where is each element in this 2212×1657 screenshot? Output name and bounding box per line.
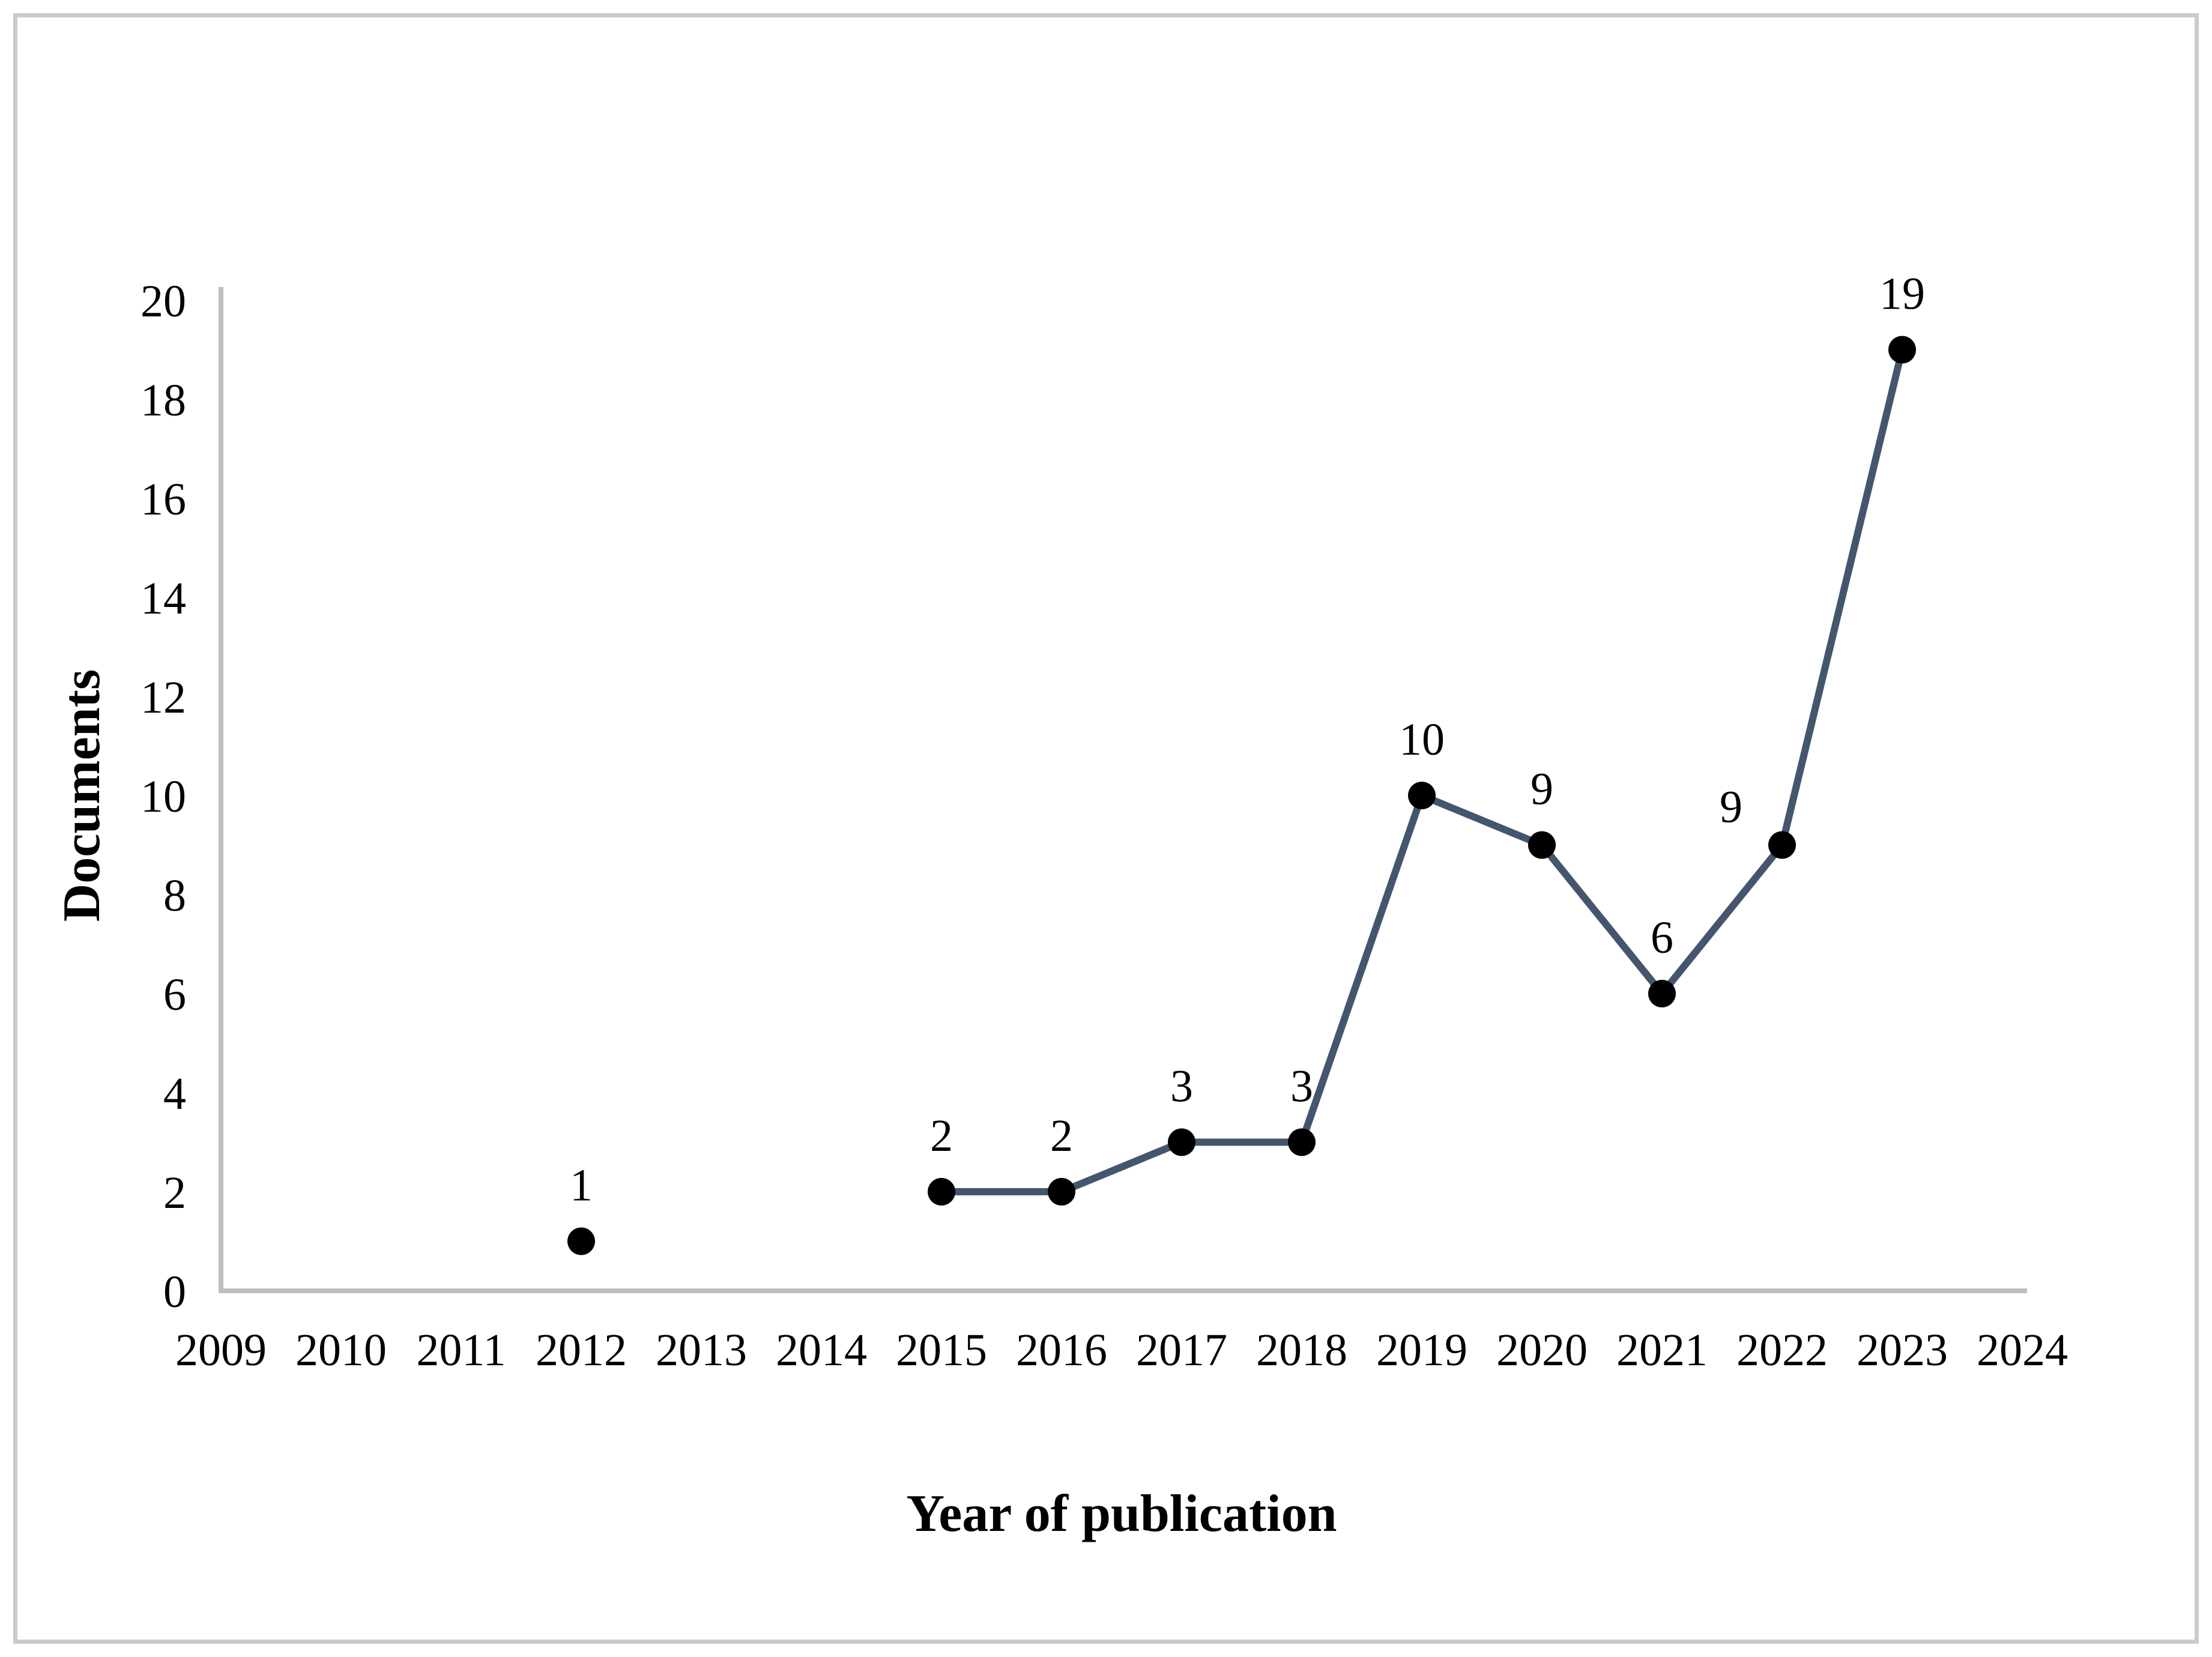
x-tick-label: 2010 [295,1325,387,1375]
x-tick-label: 2015 [896,1325,987,1375]
x-tick-label: 2012 [536,1325,627,1375]
y-axis-title: Documents [53,669,111,922]
data-point-marker [1408,782,1436,809]
y-tick-label: 8 [163,871,186,921]
x-tick-label: 2009 [175,1325,267,1375]
data-point-marker [1168,1128,1195,1156]
data-point-marker [1288,1128,1316,1156]
x-tick-label: 2018 [1256,1325,1347,1375]
x-tick-label: 2024 [1977,1325,2068,1375]
data-point-marker [1888,336,1916,364]
y-tick-label: 16 [141,474,186,525]
data-point-label: 6 [1651,913,1673,963]
data-point-label: 3 [1290,1061,1313,1112]
data-point-label: 9 [1531,764,1553,815]
data-point-marker [928,1178,955,1206]
series-line [938,346,1906,1195]
series-layer [567,336,1916,1255]
y-tick-label: 12 [141,672,186,723]
data-point-marker [1648,980,1676,1007]
data-point-marker [1528,831,1556,859]
data-point-marker [1768,831,1796,859]
data-point-label: 10 [1399,714,1445,765]
y-tick-label: 18 [141,375,186,426]
data-point-label: 2 [930,1111,953,1161]
x-tick-label: 2022 [1736,1325,1828,1375]
data-point-marker [1048,1178,1075,1206]
y-tick-label: 10 [141,771,186,822]
data-point-label: 19 [1879,269,1925,319]
x-tick-label: 2020 [1496,1325,1588,1375]
data-point-label: 3 [1170,1061,1193,1112]
y-tick-label: 4 [163,1069,186,1119]
x-tick-label: 2013 [656,1325,747,1375]
y-tick-label: 2 [163,1168,186,1218]
data-point-label: 9 [1720,782,1742,833]
x-axis-title: Year of publication [906,1485,1337,1543]
data-point-marker [567,1227,595,1255]
data-point-label: 2 [1050,1111,1073,1161]
x-tick-label: 2014 [776,1325,867,1375]
y-tick-label: 20 [141,276,186,327]
y-tick-label: 14 [141,573,186,624]
x-tick-label: 2023 [1857,1325,1948,1375]
y-tick-label: 0 [163,1267,186,1317]
x-tick-label: 2016 [1016,1325,1107,1375]
x-tick-label: 2017 [1136,1325,1227,1375]
y-tick-label: 6 [163,970,186,1020]
x-tick-label: 2019 [1376,1325,1467,1375]
x-tick-label: 2011 [416,1325,506,1375]
data-point-label: 1 [570,1161,593,1211]
labels-layer: 1 2 2 3 3 10 9 6 9 19 [570,269,1925,1211]
x-tick-label: 2021 [1616,1325,1708,1375]
